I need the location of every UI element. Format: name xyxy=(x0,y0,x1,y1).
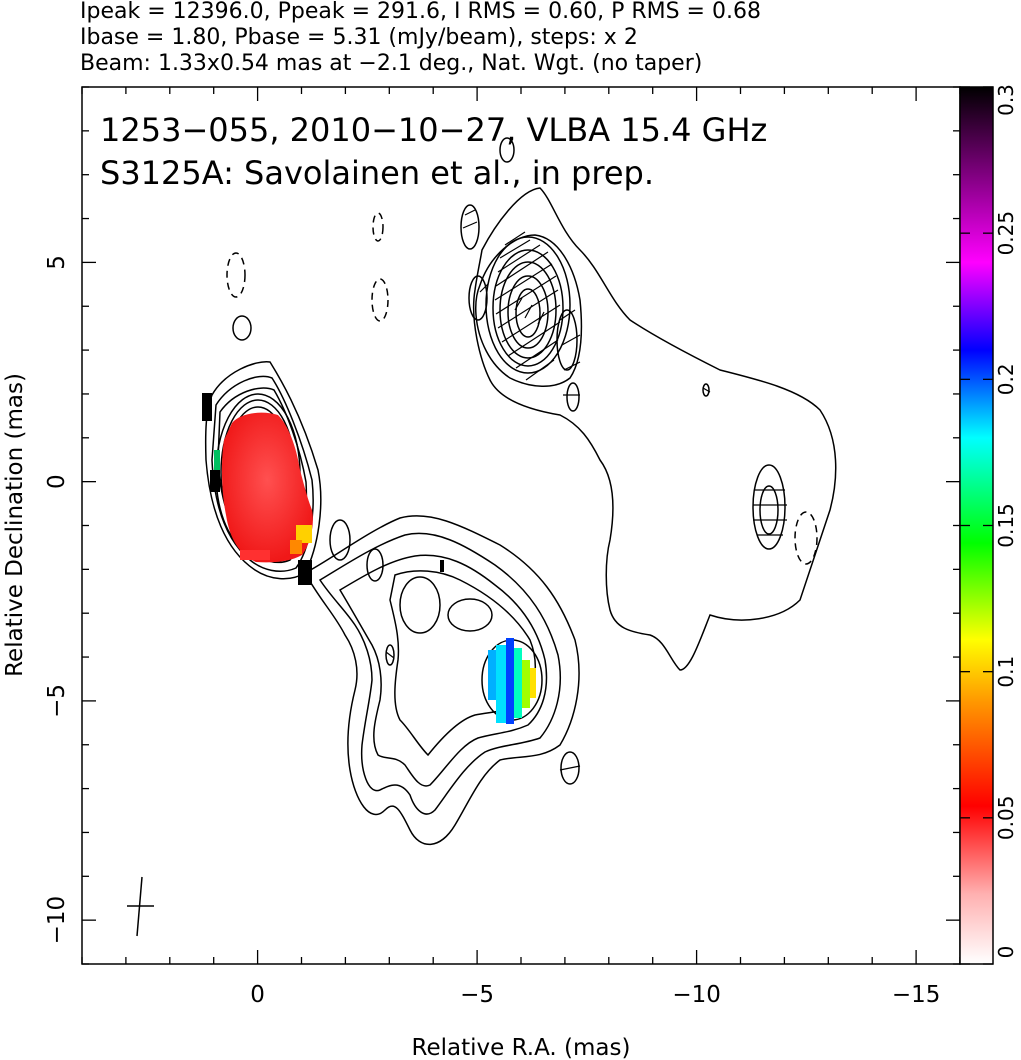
neg-contour-3 xyxy=(372,212,384,242)
x-tick-label: −10 xyxy=(672,982,721,1008)
jet-contour-4 xyxy=(389,570,537,757)
x-axis-ticks: 0 −5 −10 −15 xyxy=(81,87,961,1008)
w-knot-inner xyxy=(759,485,779,535)
y-axis-ticks: 5 0 −5 −10 xyxy=(44,86,960,965)
ne-contour-2 xyxy=(475,234,583,387)
y-tick-label: −10 xyxy=(44,896,70,945)
ne-side-1 xyxy=(468,275,488,321)
ne-contour-4 xyxy=(492,249,564,367)
evpa-w xyxy=(753,489,787,536)
jet-contour-outer xyxy=(303,515,580,846)
black-pix-4 xyxy=(440,560,444,572)
core-pol-edge-3 xyxy=(290,540,302,554)
x-axis-label: Relative R.A. (mas) xyxy=(412,1035,631,1060)
colorbar-ticks: 0 0.05 0.1 0.15 0.2 0.25 0.3 xyxy=(960,84,1018,965)
jet-hole-4 xyxy=(366,548,384,582)
core-pol-edge-1 xyxy=(214,450,220,470)
chart-subtitle: S3125A: Savolainen et al., in prep. xyxy=(100,154,654,192)
small-contour-3 xyxy=(560,751,580,785)
neg-contour-4 xyxy=(794,511,818,565)
ne-side-3 xyxy=(556,309,578,371)
knot-pol-5 xyxy=(522,660,530,708)
black-pix-1 xyxy=(202,393,212,421)
small-contour-4 xyxy=(385,644,395,666)
colorbar-tick-label: 0.2 xyxy=(994,363,1018,395)
colorbar-tick-label: 0.15 xyxy=(994,503,1018,548)
x-tick-label: 0 xyxy=(250,982,265,1008)
neg-contour-1 xyxy=(226,252,246,298)
ne-contour-outer xyxy=(472,187,837,671)
header-line-3: Beam: 1.33x0.54 mas at −2.1 deg., Nat. W… xyxy=(80,51,703,76)
evpa-vectors xyxy=(385,209,787,771)
small-contour-1 xyxy=(232,315,252,341)
header-line-2: Ibase = 1.80, Pbase = 5.31 (mJy/beam), s… xyxy=(80,25,638,50)
colorbar-tick-label: 0.3 xyxy=(994,84,1018,116)
black-pix-3 xyxy=(298,560,312,585)
knot-pol-1 xyxy=(488,650,496,700)
small-contour-5 xyxy=(702,383,710,397)
y-tick-label: 5 xyxy=(44,255,70,270)
knot-pol-6 xyxy=(530,668,536,698)
x-tick-label: −15 xyxy=(892,982,941,1008)
jet-hole-3 xyxy=(329,519,351,561)
core-pol-region xyxy=(221,412,313,563)
w-knot-outer xyxy=(752,464,786,550)
neg-contour-2 xyxy=(371,278,389,322)
jet-hole-1 xyxy=(399,576,441,634)
polarization-layer xyxy=(202,393,536,724)
ne-contour-7 xyxy=(515,288,541,338)
knot-pol-3 xyxy=(506,638,514,724)
ne-contour-5 xyxy=(499,261,557,359)
evpa-misc xyxy=(385,387,711,771)
y-tick-label: −5 xyxy=(44,684,70,718)
colorbar-tick-label: 0.05 xyxy=(994,796,1018,841)
knot-pol-2 xyxy=(496,645,506,723)
jet-contour-3 xyxy=(338,554,548,787)
ne-side-2 xyxy=(460,204,480,250)
jet-hole-2 xyxy=(447,598,493,632)
plot-frame xyxy=(81,86,961,965)
x-tick-label: −5 xyxy=(460,982,494,1008)
ne-side-4 xyxy=(566,382,580,412)
core-pol-edge-2 xyxy=(296,525,312,543)
colorbar-tick-label: 0.25 xyxy=(994,211,1018,256)
colorbar-tick-label: 0 xyxy=(994,946,1018,959)
y-tick-label: 0 xyxy=(44,474,70,489)
beam-marker xyxy=(127,876,154,937)
core-pol-edge-4 xyxy=(240,550,270,560)
chart-title: 1253−055, 2010−10−27, VLBA 15.4 GHz xyxy=(100,111,767,149)
black-pix-2 xyxy=(210,470,220,492)
small-contour-2 xyxy=(499,137,515,163)
header-line-1: Ipeak = 12396.0, Ppeak = 291.6, I RMS = … xyxy=(80,0,761,24)
jet-contour-2 xyxy=(318,532,562,815)
y-axis-label: Relative Declination (mas) xyxy=(2,373,28,677)
colorbar-tick-label: 0.1 xyxy=(994,656,1018,688)
evpa-ne xyxy=(462,209,581,396)
knot-pol-4 xyxy=(514,648,522,718)
